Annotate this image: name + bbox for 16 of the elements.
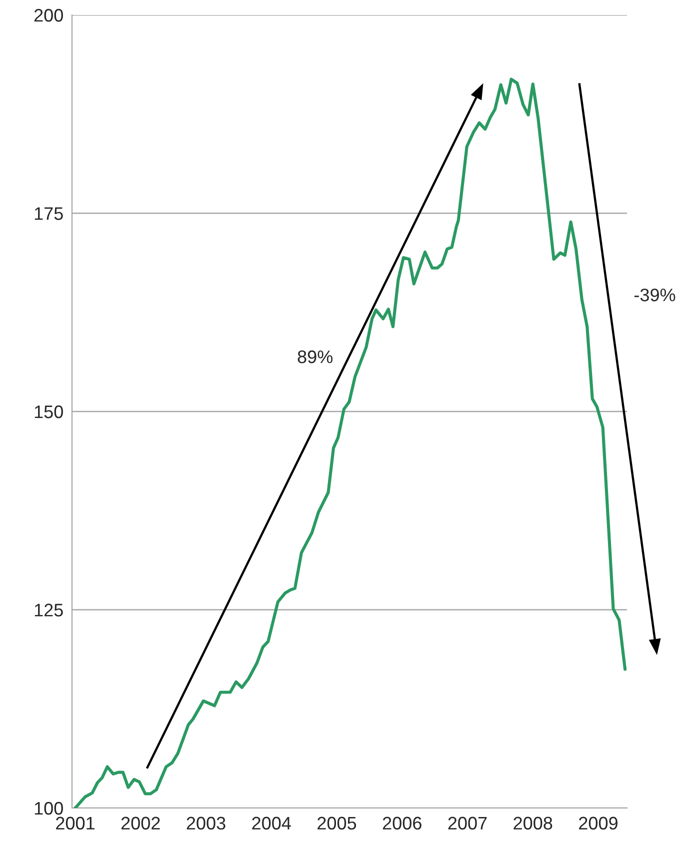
y-tick-label: 125 xyxy=(34,604,63,616)
x-tick-label: 2007 xyxy=(448,816,487,830)
x-tick-label: 2005 xyxy=(318,816,356,830)
x-tick-label: 2006 xyxy=(382,816,422,830)
text: -39% xyxy=(634,288,676,302)
x-tick-label: 2008 xyxy=(514,816,552,830)
x-tick-label: 2002 xyxy=(121,816,160,830)
x-tick-label: 2001 xyxy=(56,816,94,830)
annotation: 89% xyxy=(298,350,333,364)
x-tick-label: 2009 xyxy=(579,816,618,830)
y-tick-label: 200 xyxy=(34,8,63,22)
x-tick-label: 2004 xyxy=(252,816,291,830)
y-tick-label: 175 xyxy=(34,207,63,220)
x-tick-label: 2003 xyxy=(186,816,226,830)
y-tick-label: 150 xyxy=(34,405,63,418)
y-tick-label: 100 xyxy=(34,802,63,815)
